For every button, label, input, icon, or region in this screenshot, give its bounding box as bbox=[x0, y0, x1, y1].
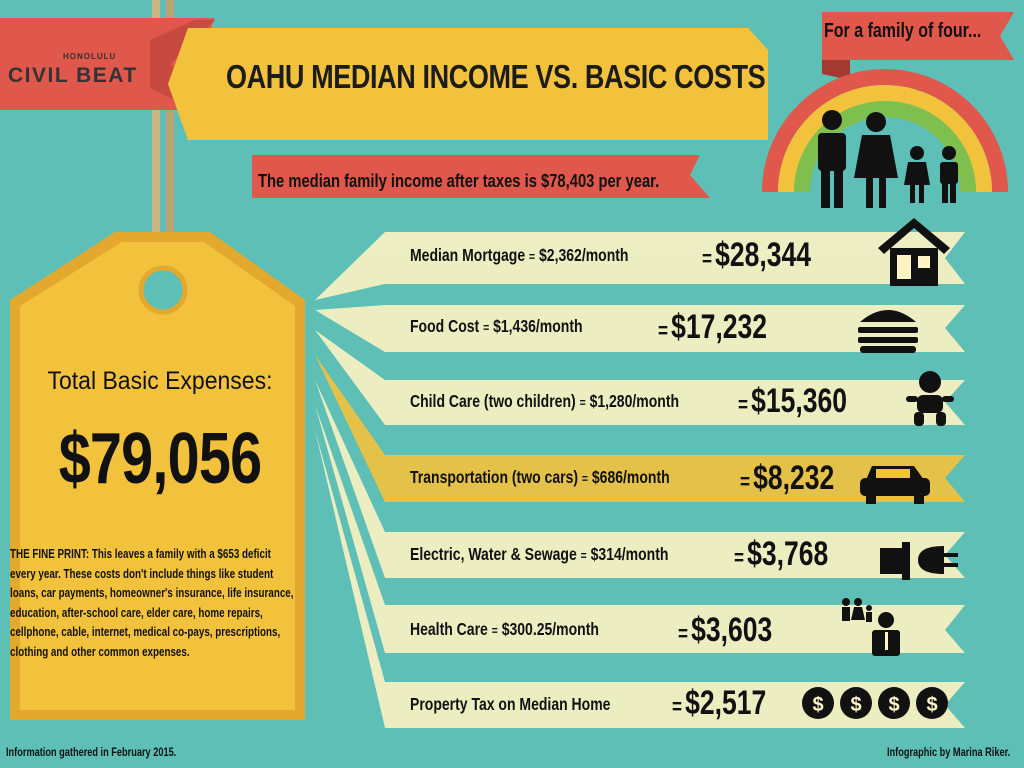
page-title: OAHU MEDIAN INCOME VS. BASIC COSTS bbox=[226, 58, 766, 95]
source-note: Information gathered in February 2015. bbox=[6, 747, 177, 759]
burger-icon bbox=[858, 310, 918, 353]
median-income-statement: The median family income after taxes is … bbox=[258, 171, 660, 191]
svg-text:$: $ bbox=[812, 694, 823, 716]
expense-amount: =$15,360 bbox=[738, 382, 848, 420]
svg-text:$: $ bbox=[888, 694, 899, 716]
total-expenses-value: $79,056 bbox=[58, 419, 262, 499]
top-banner bbox=[0, 12, 1014, 198]
svg-text:$: $ bbox=[850, 694, 861, 716]
expense-amount: =$28,344 bbox=[702, 236, 812, 274]
fine-print: THE FINE PRINT: This leaves a family wit… bbox=[10, 547, 294, 659]
rainbow-family-icon bbox=[762, 69, 1008, 208]
dollar-coins-icon: $ $ $ $ bbox=[802, 687, 948, 719]
house-icon bbox=[878, 218, 950, 286]
price-tag bbox=[10, 232, 305, 720]
expense-label: Health Care = $300.25/month bbox=[410, 619, 599, 639]
tagline: For a family of four... bbox=[824, 20, 982, 42]
expense-label: Property Tax on Median Home bbox=[410, 694, 611, 714]
expense-amount: =$8,232 bbox=[740, 459, 835, 497]
expense-label: Child Care (two children) = $1,280/month bbox=[410, 391, 680, 411]
expense-label: Food Cost = $1,436/month bbox=[410, 316, 583, 336]
total-expenses-heading: Total Basic Expenses: bbox=[47, 367, 273, 395]
doctor-family-icon bbox=[842, 598, 900, 656]
expense-label: Transportation (two cars) = $686/month bbox=[410, 467, 670, 487]
logo: CIVIL BEAT bbox=[8, 64, 138, 87]
baby-icon bbox=[906, 371, 954, 426]
expense-amount: =$2,517 bbox=[672, 684, 767, 722]
logo-subtitle: HONOLULU bbox=[63, 52, 117, 61]
car-icon bbox=[860, 466, 930, 504]
svg-text:$: $ bbox=[926, 694, 937, 716]
expense-amount: =$17,232 bbox=[658, 308, 768, 346]
expense-label: Electric, Water & Sewage = $314/month bbox=[410, 544, 669, 564]
expense-label: Median Mortgage = $2,362/month bbox=[410, 245, 629, 265]
expense-amount: =$3,768 bbox=[734, 535, 829, 573]
plug-icon bbox=[880, 542, 958, 580]
credit-note: Infographic by Marina Riker. bbox=[887, 747, 1011, 759]
expense-amount: =$3,603 bbox=[678, 611, 773, 649]
